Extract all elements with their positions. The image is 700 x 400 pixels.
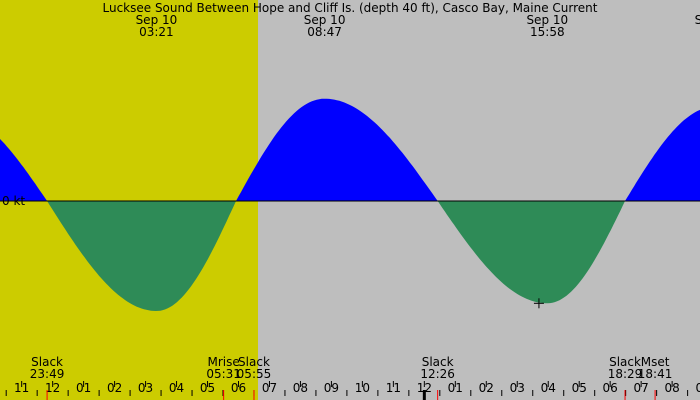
x-tick-label-14: 01 [448, 381, 463, 395]
peak-time-label-0: 03:21 [139, 25, 174, 39]
x-tick-label-22: 09 [695, 381, 700, 395]
peak-time-label-1: 08:47 [307, 25, 342, 39]
x-tick-label-10: 09 [324, 381, 339, 395]
x-tick-label-19: 06 [603, 381, 618, 395]
peak-date-label-1: Sep 10 [304, 13, 346, 27]
x-tick-label-1: 12 [45, 381, 60, 395]
flood-current-area-0 [0, 139, 48, 201]
x-tick-label-8: 07 [262, 381, 277, 395]
x-tick-label-5: 04 [169, 381, 184, 395]
event-labels: Slack23:49Mrise05:31Slack05:55Slack12:26… [30, 355, 673, 381]
event-time-label-3: 12:26 [420, 367, 455, 381]
x-tick-label-2: 01 [76, 381, 91, 395]
flood-current-area-2 [236, 98, 438, 201]
zero-kt-label: 0 kt [2, 194, 25, 208]
x-tick-label-11: 10 [355, 381, 370, 395]
x-tick-label-6: 05 [200, 381, 215, 395]
x-tick-label-0: 11 [14, 381, 29, 395]
event-time-label-4: 18:29 [608, 367, 643, 381]
x-tick-label-7: 06 [231, 381, 246, 395]
chart-title: Lucksee Sound Between Hope and Cliff Is.… [102, 1, 597, 15]
x-tick-label-12: 11 [386, 381, 401, 395]
peak-date-label-3: Sep 10 [695, 13, 700, 27]
event-name-label-1: Mrise [207, 355, 239, 369]
event-name-label-4: Slack [609, 355, 641, 369]
x-tick-label-15: 02 [479, 381, 494, 395]
event-time-label-0: 23:49 [30, 367, 65, 381]
ebb-current-area-3 [437, 201, 625, 304]
event-time-label-5: 18:41 [638, 367, 673, 381]
x-tick-label-21: 08 [664, 381, 679, 395]
ebb-current-area-1 [47, 201, 236, 311]
x-tick-label-17: 04 [541, 381, 556, 395]
event-time-label-1: 05:31 [206, 367, 241, 381]
flood-current-area-4 [625, 109, 700, 201]
event-name-label-2: Slack [238, 355, 270, 369]
peak-time-label-2: 15:58 [530, 25, 565, 39]
crosshair-marker [533, 298, 544, 309]
event-name-label-3: Slack [422, 355, 454, 369]
x-tick-label-4: 03 [138, 381, 153, 395]
x-tick-label-9: 08 [293, 381, 308, 395]
x-tick-label-16: 03 [510, 381, 525, 395]
event-name-label-5: Mset [641, 355, 670, 369]
x-tick-label-13: 12 [417, 381, 432, 395]
peak-date-label-2: Sep 10 [526, 13, 568, 27]
peak-date-label-0: Sep 10 [136, 13, 178, 27]
x-tick-label-20: 07 [634, 381, 649, 395]
current-areas [0, 98, 700, 311]
event-time-label-2: 05:55 [237, 367, 272, 381]
x-tick-label-3: 02 [107, 381, 122, 395]
x-axis: 11 12 01 02 03 04 05 06 07 08 09 10 11 12 01 02 03 04 05 06… [5, 381, 700, 400]
x-tick-label-18: 05 [572, 381, 587, 395]
event-name-label-0: Slack [31, 355, 63, 369]
